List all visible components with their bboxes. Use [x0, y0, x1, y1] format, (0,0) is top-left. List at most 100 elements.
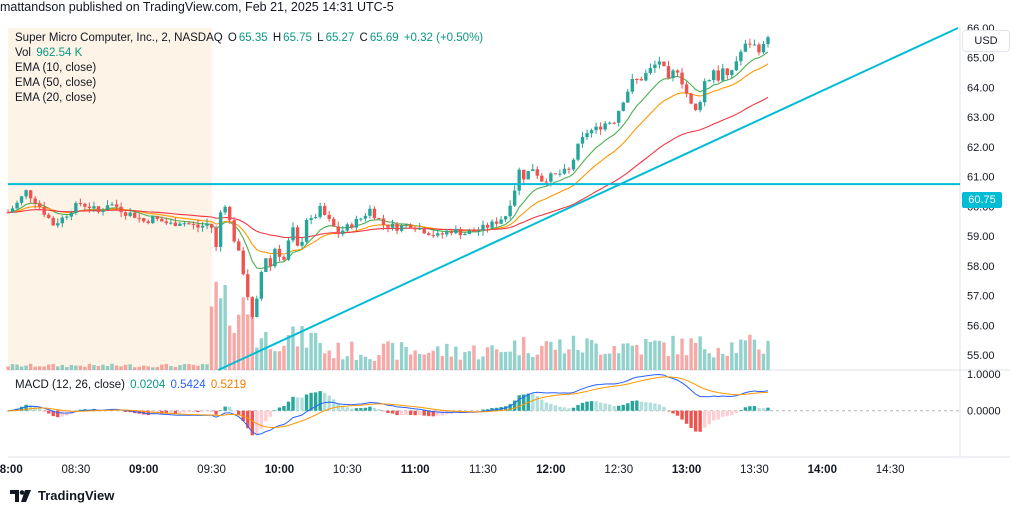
macd-histogram-bar	[255, 410, 259, 435]
candle-body	[304, 219, 309, 242]
candle-body	[666, 66, 671, 78]
volume-bar	[399, 342, 404, 370]
candle-body	[535, 169, 539, 176]
price-tick-label: 62.00	[967, 142, 995, 154]
volume-bar	[481, 356, 485, 370]
macd-histogram-bar	[309, 392, 313, 411]
candle-body	[354, 218, 359, 228]
volume-bar	[28, 363, 33, 370]
volume-bar	[653, 340, 657, 370]
macd-histogram-bar	[739, 410, 743, 411]
volume-bar	[341, 359, 345, 370]
macd-histogram-bar	[436, 410, 440, 416]
volume-bar	[173, 367, 178, 370]
macd-histogram-bar	[304, 394, 309, 411]
volume-bar	[607, 353, 612, 370]
volume-bar	[689, 338, 693, 370]
ema10-legend[interactable]: EMA (10, close)	[15, 62, 97, 74]
volume-bar	[286, 335, 291, 370]
volume-bar	[526, 353, 530, 370]
candle-body	[232, 220, 236, 242]
macd-histogram-bar	[313, 392, 318, 411]
candle-body	[485, 224, 490, 228]
volume-bar	[259, 338, 264, 370]
candle-body	[693, 103, 698, 111]
candle-body	[15, 202, 19, 209]
macd-histogram-bar	[626, 403, 630, 411]
price-tick-label: 57.00	[967, 291, 995, 303]
candle-body	[160, 218, 164, 222]
candle-body	[10, 208, 15, 213]
macd-histogram-bar	[517, 395, 521, 411]
candle-body	[449, 231, 454, 234]
candle-body	[105, 205, 110, 211]
macd-histogram-bar	[490, 408, 494, 411]
volume-bar	[142, 365, 146, 370]
candle-body	[603, 123, 607, 130]
volume-bar	[119, 366, 123, 370]
macd-histogram-bar	[612, 406, 616, 411]
volume-bar	[232, 332, 236, 370]
candle-body	[218, 212, 223, 247]
volume-bar	[454, 346, 458, 370]
candle-body	[553, 173, 558, 175]
candle-body	[630, 79, 634, 92]
candle-body	[526, 171, 530, 180]
macd-histogram-bar	[644, 402, 648, 411]
macd-histogram-bar	[535, 396, 539, 411]
volume-bar	[178, 365, 182, 370]
volume-legend[interactable]: Vol 962.54 K	[15, 47, 84, 59]
volume-bar	[6, 366, 10, 370]
candle-body	[92, 206, 96, 209]
candle-body	[345, 224, 349, 231]
candle-body	[657, 61, 662, 65]
candle-body	[336, 226, 340, 235]
volume-bar	[78, 365, 83, 370]
volume-bar	[739, 339, 743, 370]
volume-bar	[571, 335, 576, 370]
macd-histogram-bar	[246, 410, 250, 429]
candle-body	[549, 173, 553, 182]
candle-body	[472, 230, 476, 232]
macd-histogram-bar	[743, 407, 748, 411]
ema50-legend[interactable]: EMA (50, close)	[15, 77, 97, 89]
candle-body	[205, 223, 209, 226]
macd-histogram-bar	[78, 409, 83, 411]
tradingview-footer[interactable]: TradingView	[10, 488, 114, 503]
candle-body	[567, 168, 571, 170]
candle-body	[680, 72, 684, 85]
macd-histogram-bar	[689, 410, 693, 429]
volume-bar	[386, 341, 390, 370]
candle-body	[137, 217, 141, 219]
macd-histogram-bar	[273, 410, 277, 411]
volume-bar	[766, 340, 770, 370]
symbol-name[interactable]: Super Micro Computer, Inc., 2, NASDAQ	[15, 32, 223, 44]
candle-body	[431, 235, 435, 237]
volume-bar	[246, 314, 250, 370]
volume-bar	[51, 363, 55, 370]
currency-button[interactable]: USD	[962, 30, 1010, 52]
macd-histogram-bar	[721, 410, 725, 417]
macd-histogram-bar	[716, 410, 720, 420]
volume-bar	[151, 367, 155, 370]
candle-body	[24, 190, 28, 197]
macd-legend[interactable]: MACD (12, 26, close) 0.0204 0.5424 0.521…	[15, 379, 248, 391]
candle-body	[675, 70, 680, 73]
volume-bar	[422, 354, 426, 370]
candle-body	[436, 233, 440, 236]
volume-bar	[164, 363, 169, 370]
volume-bar	[250, 313, 254, 370]
macd-histogram-bar	[540, 399, 544, 411]
candle-body	[264, 258, 268, 272]
volume-bar	[639, 354, 644, 370]
ema20-legend[interactable]: EMA (20, close)	[15, 92, 97, 104]
volume-bar	[512, 340, 517, 370]
macd-signal-line	[8, 376, 769, 429]
candle-body	[635, 79, 639, 81]
volume-bar	[327, 350, 331, 370]
candle-body	[51, 217, 55, 226]
macd-histogram-bar	[227, 406, 232, 411]
volume-bar	[522, 337, 526, 370]
macd-line-value: 0.5424	[170, 379, 206, 391]
